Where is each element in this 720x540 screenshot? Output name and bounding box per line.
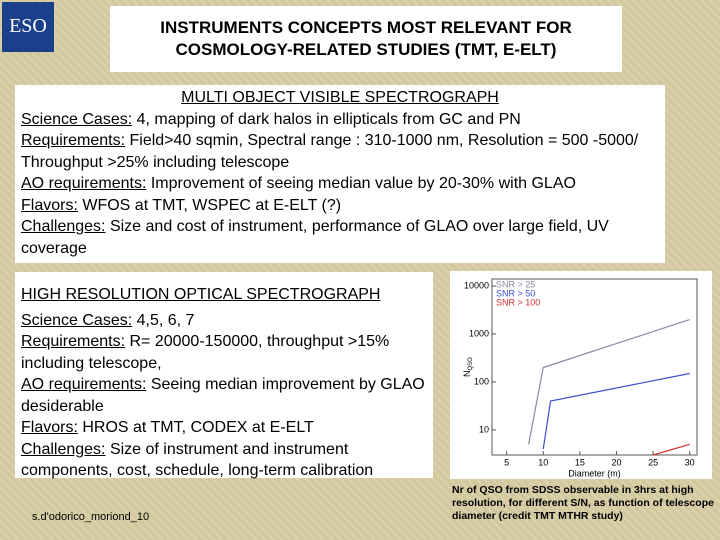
x-tick-label: 30 [685, 457, 695, 467]
section-heading: MULTI OBJECT VISIBLE SPECTROGRAPH [181, 89, 499, 106]
item-text: Size and cost of instrument, performance… [21, 218, 609, 257]
chart: 10 100 1000 10000 5 10 15 20 25 30 Diameter (m) NQS… [450, 271, 712, 479]
item-label: Requirements: [21, 132, 126, 149]
item: Science Cases: 4,5, 6, 7 [21, 310, 427, 332]
x-tick-label: 5 [504, 457, 509, 467]
footer: s.d'odorico_moriond_10 [32, 511, 150, 523]
item-label: AO requirements: [21, 175, 147, 192]
y-label-sub: QSO [468, 357, 474, 371]
item-text: R= 20000-150000, throughput >15% includi… [21, 333, 390, 372]
item-label: Flavors: [21, 419, 78, 436]
x-tick-label: 25 [648, 457, 658, 467]
item: Flavors: WFOS at TMT, WSPEC at E-ELT (?) [21, 195, 659, 217]
y-tick-label: 1000 [469, 328, 489, 338]
x-tick-label: 15 [575, 457, 585, 467]
y-tick-label: 100 [474, 376, 489, 386]
item: Flavors: HROS at TMT, CODEX at E-ELT [21, 417, 427, 439]
y-axis-label: NQSO [462, 357, 473, 377]
section: MULTI OBJECT VISIBLE SPECTROGRAPH Science… [15, 85, 665, 263]
section: HIGH RESOLUTION OPTICAL SPECTROGRAPH Scie… [15, 272, 433, 479]
item-label: Science Cases: [21, 311, 133, 329]
item: AO requirements: Seeing median improveme… [21, 374, 427, 417]
title-text: INSTRUMENTS CONCEPTS MOST RELEVANT FOR C… [160, 17, 572, 59]
item-label: Flavors: [21, 196, 78, 214]
item-label: Challenges: [21, 218, 106, 235]
y-tick-label: 10000 [464, 280, 489, 290]
item: Challenges: Size of instrument and instr… [21, 439, 427, 482]
x-tick-label: 20 [611, 457, 621, 467]
y-tick-label: 10 [479, 424, 489, 434]
y-label-main: N [462, 371, 472, 378]
item-text: Size of instrument and instrument compon… [21, 440, 374, 480]
series-line [528, 318, 690, 445]
x-tick-label: 10 [538, 457, 548, 467]
item-text: 4,5, 6, 7 [132, 311, 195, 329]
item-label: Challenges: [21, 440, 106, 458]
item-text: 4, mapping of dark halos in ellipticals … [132, 110, 521, 128]
item-text: Improvement of seeing median value by 20… [146, 175, 576, 192]
legend-entry: SNR > 100 [496, 297, 540, 307]
plot-frame [491, 278, 698, 456]
section-heading: HIGH RESOLUTION OPTICAL SPECTROGRAPH [21, 286, 381, 303]
x-axis-label: Diameter (m) [568, 468, 621, 478]
item: Challenges: Size and cost of instrument,… [21, 216, 659, 259]
item: Science Cases: 4, mapping of dark halos … [21, 109, 659, 131]
item-text: Field>40 sqmin, Spectral range : 310-100… [21, 132, 639, 171]
item-label: Science Cases: [21, 110, 133, 128]
item-text: HROS at TMT, CODEX at E-ELT [77, 419, 314, 436]
item: Requirements: Field>40 sqmin, Spectral r… [21, 130, 659, 173]
series-line [652, 443, 690, 456]
item-text: WFOS at TMT, WSPEC at E-ELT (?) [77, 196, 342, 214]
legend-entry: SNR > 50 [496, 288, 535, 298]
item: AO requirements: Improvement of seeing m… [21, 173, 659, 195]
item-text: Seeing median improvement by GLAO deside… [21, 376, 425, 415]
item: Requirements: R= 20000-150000, throughpu… [21, 331, 427, 374]
series-line [542, 372, 690, 450]
logo: ESO [2, 2, 54, 52]
legend-entry: SNR > 25 [496, 279, 535, 289]
slide-title: INSTRUMENTS CONCEPTS MOST RELEVANT FOR C… [110, 6, 622, 72]
item-label: AO requirements: [21, 376, 147, 393]
caption: Nr of QSO from SDSS observable in 3hrs a… [452, 484, 714, 522]
item-label: Requirements: [21, 333, 126, 350]
